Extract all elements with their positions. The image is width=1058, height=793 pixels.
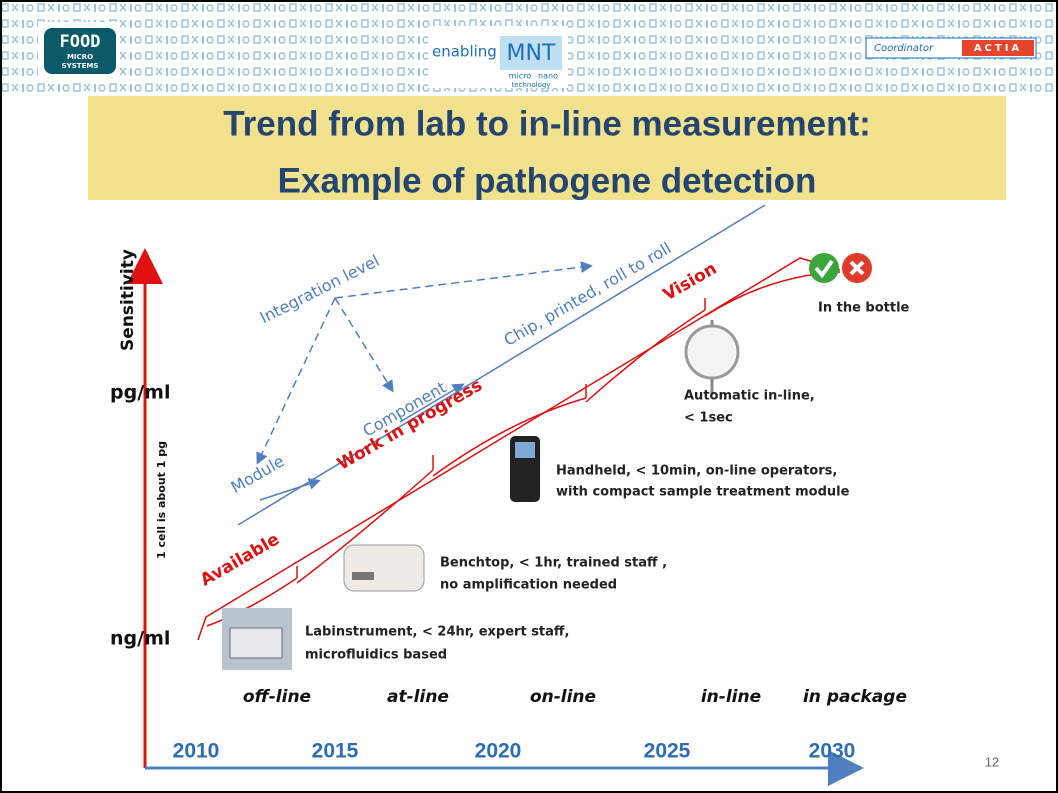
- title-line: Example of pathogene detection: [278, 161, 817, 200]
- logo-text: FOOD: [60, 32, 101, 52]
- logo-food: FOOD MICRO SYSTEMS: [38, 22, 120, 78]
- logo-text: enabling: [432, 43, 497, 61]
- image-part: [515, 442, 535, 458]
- year-label: 2020: [475, 740, 522, 763]
- device-text: Automatic in-line,: [684, 389, 815, 404]
- axis-note: 1 cell is about 1 pg: [155, 441, 168, 559]
- logo-coordinator: Coordinator ACTIA: [866, 38, 1036, 58]
- logo-mnt: enabling MNT micro nano technology: [428, 26, 568, 89]
- handheld-image: [510, 436, 540, 502]
- image-part: [352, 572, 374, 580]
- device-text: Handheld, < 10min, on-line operators,: [556, 464, 837, 479]
- stage-label: in package: [803, 687, 907, 707]
- logo-text: nano: [538, 72, 558, 81]
- year-label: 2030: [809, 740, 856, 763]
- image: [686, 326, 738, 378]
- logo-text: micro: [509, 72, 532, 81]
- stage-label: in-line: [701, 687, 761, 707]
- title-line: Trend from lab to in-line measurement:: [223, 104, 871, 143]
- image: [344, 545, 424, 591]
- logo-text: SYSTEMS: [62, 62, 99, 70]
- stage-label: off-line: [243, 687, 311, 707]
- slide: FOOD MICRO SYSTEMS enabling MNT micro na…: [0, 0, 1058, 793]
- check-icon: [809, 253, 839, 283]
- device-text: Benchtop, < 1hr, trained staff ,: [440, 556, 667, 571]
- logo-text: technology: [512, 81, 551, 89]
- level-label: pg/ml: [110, 382, 170, 404]
- device-text: no amplification needed: [440, 578, 617, 593]
- year-label: 2025: [644, 740, 691, 763]
- stage-label: on-line: [530, 687, 596, 707]
- logo-text: Coordinator: [874, 43, 934, 54]
- logo-text: MNT: [507, 41, 556, 66]
- y-axis-label: Sensitivity: [118, 249, 138, 351]
- device-text: microfluidics based: [305, 648, 447, 663]
- year-label: 2010: [173, 740, 220, 763]
- year-label: 2015: [312, 740, 359, 763]
- benchtop-image: [344, 545, 424, 591]
- lab-instrument-image: [222, 608, 292, 670]
- logo-text: MICRO: [67, 53, 93, 61]
- device-text: with compact sample treatment module: [556, 485, 850, 500]
- device-text: < 1sec: [684, 411, 733, 426]
- device-text: Labinstrument, < 24hr, expert staff,: [305, 625, 569, 640]
- logo-text: ACTIA: [974, 43, 1022, 54]
- page-number: 12: [985, 754, 999, 769]
- image-part: [230, 628, 282, 658]
- level-label: ng/ml: [110, 628, 170, 650]
- stage-label: at-line: [387, 687, 449, 707]
- device-text: In the bottle: [818, 301, 910, 316]
